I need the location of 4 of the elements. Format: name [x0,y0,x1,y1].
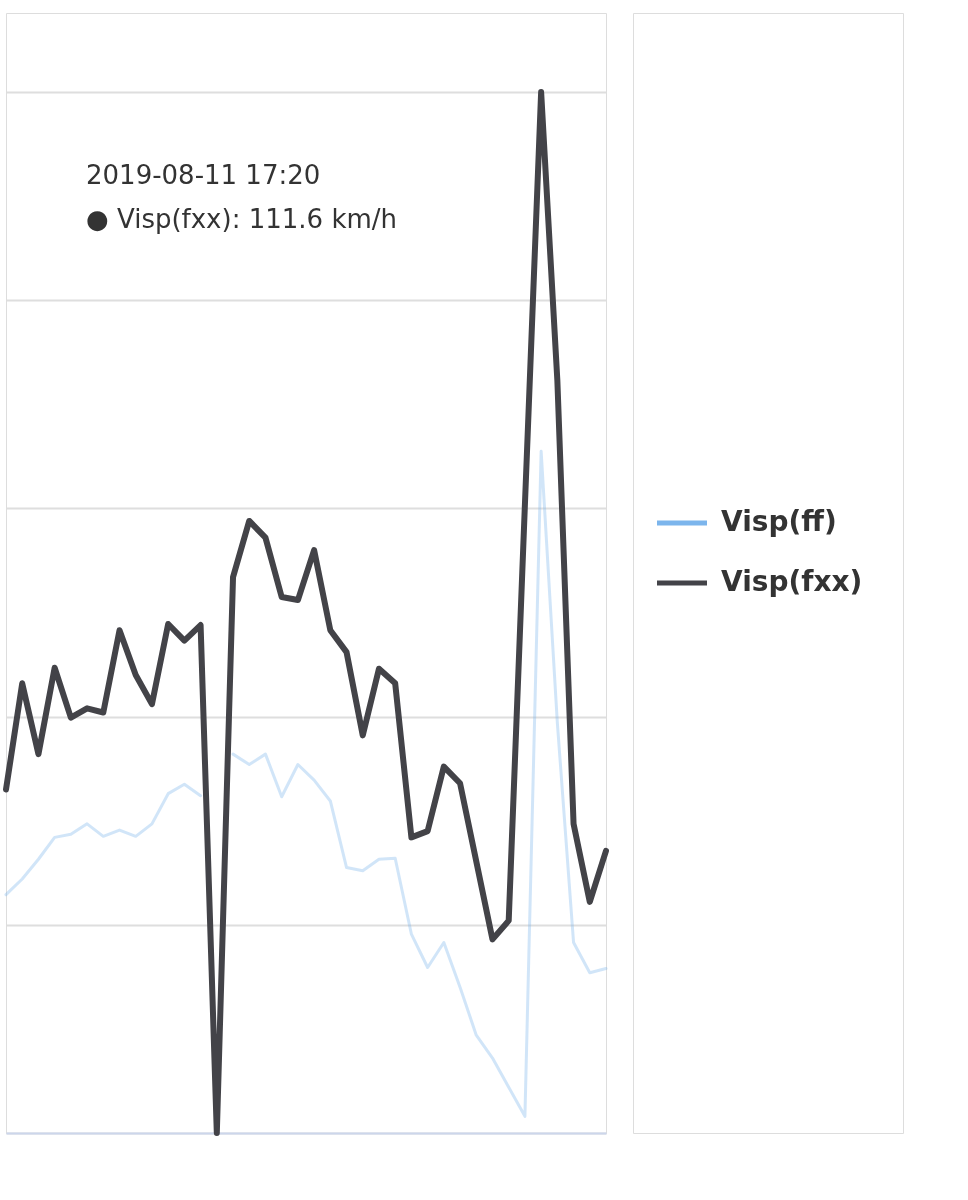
annotation: 2019-08-11 17:20 [86,160,321,190]
annotation: ● Visp(fxx): 111.6 km/h [86,204,397,234]
legend-label: Visp(fxx) [721,565,863,598]
legend-label: Visp(ff) [721,505,837,538]
